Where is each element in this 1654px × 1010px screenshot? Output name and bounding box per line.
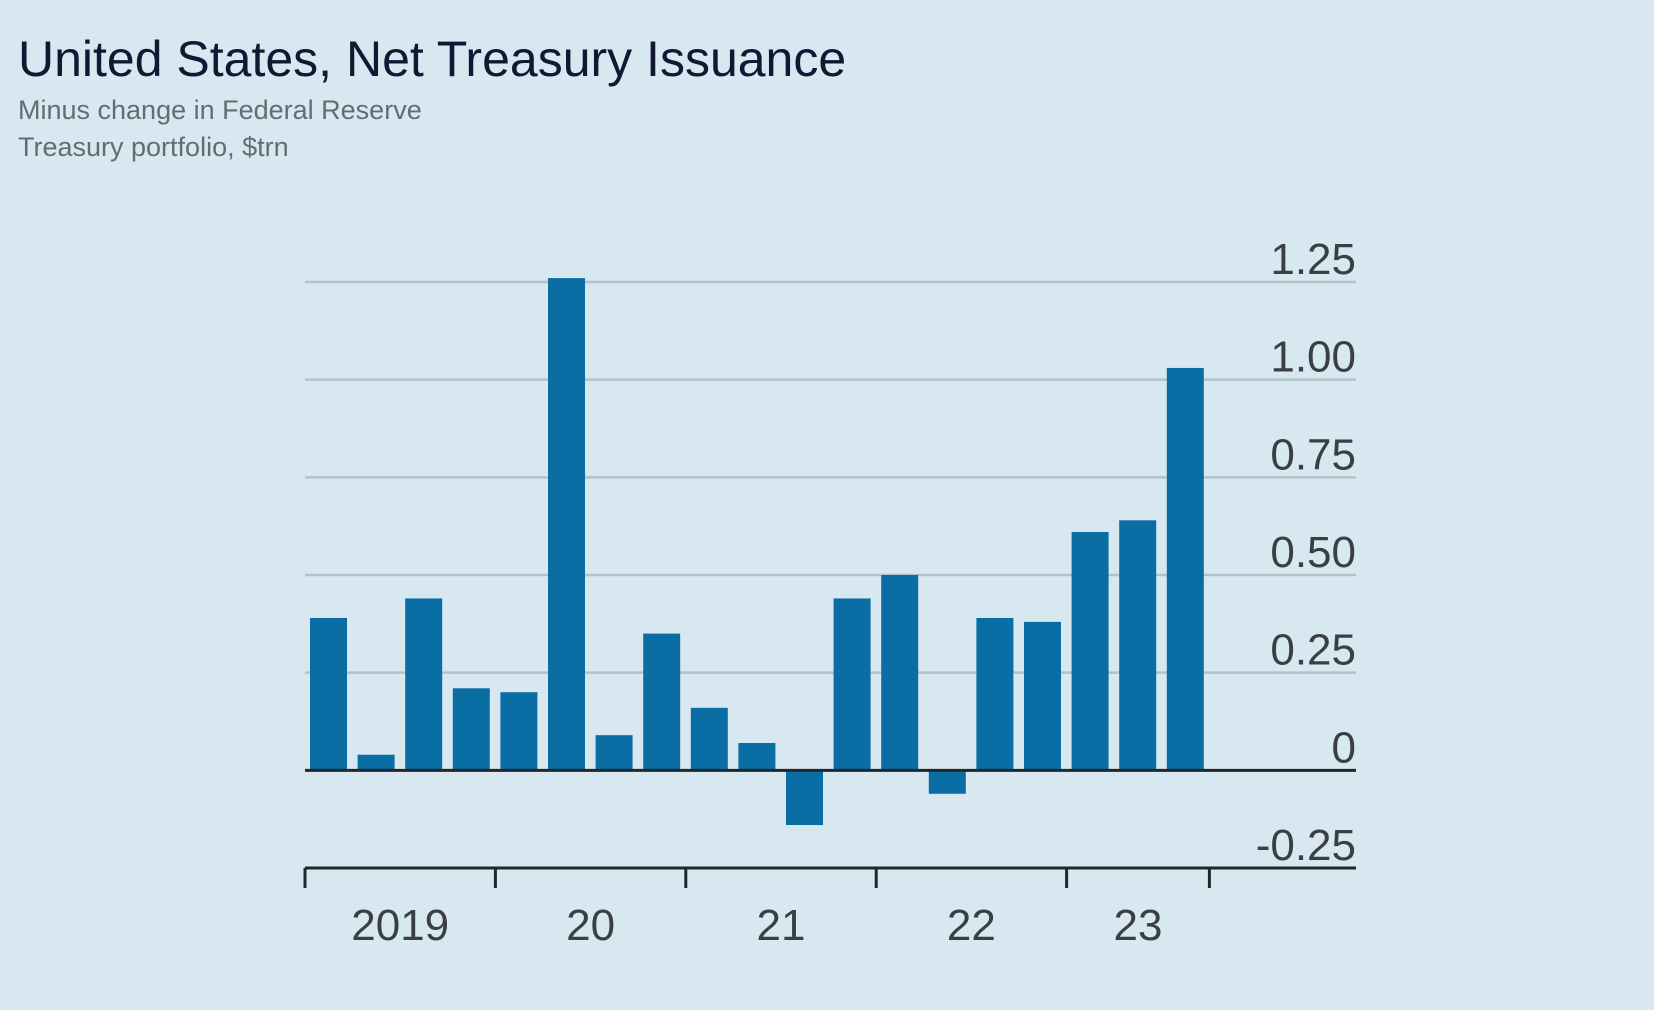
bar — [1166, 367, 1204, 771]
bar — [1024, 621, 1061, 771]
chart-subtitle: Minus change in Federal Reserve Treasury… — [18, 92, 422, 166]
y-tick-label: 0.25 — [1270, 626, 1356, 675]
bars — [310, 278, 1204, 826]
bar — [452, 688, 490, 771]
bar — [833, 598, 871, 771]
bar — [357, 754, 395, 771]
x-tick-label: 23 — [1114, 901, 1163, 950]
bar — [881, 575, 919, 771]
x-tick-label: 22 — [947, 901, 996, 950]
y-tick-label: -0.25 — [1256, 821, 1356, 870]
bar — [310, 617, 347, 771]
bar — [690, 707, 728, 771]
subtitle-line-1: Minus change in Federal Reserve — [18, 95, 422, 125]
axis-labels: 1.25 1.00 0.75 0.50 0.25 0 -0.25 2019 20 21 22 23 — [351, 235, 1356, 950]
bar — [786, 770, 823, 826]
x-tick-label: 20 — [566, 901, 615, 950]
y-tick-label: 1.00 — [1270, 333, 1356, 382]
bar — [1119, 520, 1157, 771]
bar — [500, 692, 538, 771]
y-tick-label: 0.75 — [1270, 430, 1356, 479]
bar — [1071, 532, 1109, 771]
x-tick-label: 21 — [757, 901, 806, 950]
subtitle-line-2: Treasury portfolio, $trn — [18, 132, 289, 162]
axes — [303, 768, 1356, 888]
bar — [643, 633, 681, 771]
bar — [928, 770, 966, 794]
y-tick-label: 1.25 — [1270, 235, 1356, 284]
y-tick-label: 0 — [1332, 723, 1356, 772]
x-tick-label: 2019 — [351, 901, 449, 950]
y-tick-label: 0.50 — [1270, 528, 1356, 577]
bar — [738, 742, 776, 771]
chart-title: United States, Net Treasury Issuance — [18, 31, 847, 87]
bar — [405, 598, 443, 771]
bar — [595, 735, 633, 771]
bar — [548, 278, 585, 771]
bar — [976, 617, 1014, 771]
